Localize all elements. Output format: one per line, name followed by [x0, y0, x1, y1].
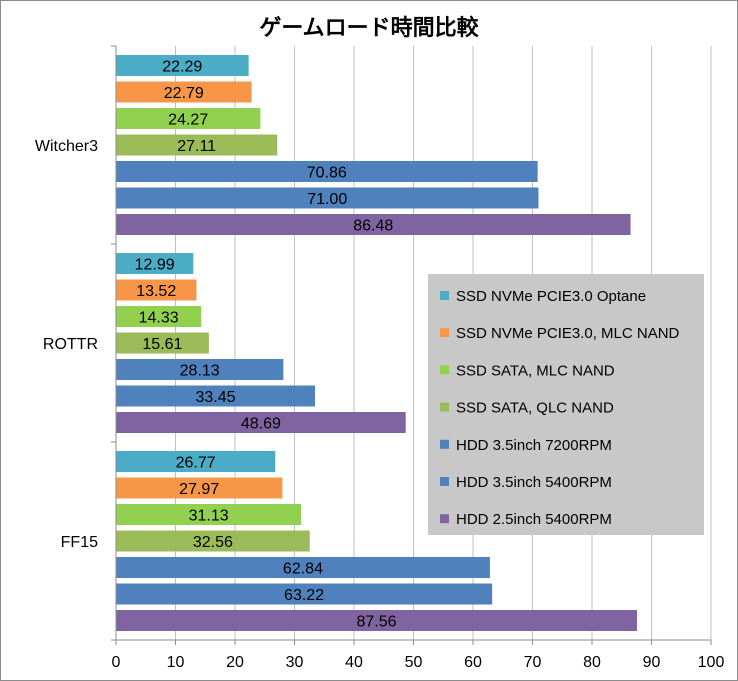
bar — [116, 55, 249, 76]
bar — [116, 385, 316, 407]
data-label: 28.13 — [180, 363, 220, 380]
data-label: 15.61 — [142, 336, 182, 353]
legend-swatch — [440, 365, 449, 375]
data-label: 71.00 — [307, 191, 347, 208]
data-label: 24.27 — [168, 112, 208, 129]
legend-entry: SSD SATA, QLC NAND — [456, 400, 614, 417]
x-tick-label: 50 — [405, 654, 423, 671]
category-label: Witcher3 — [35, 138, 98, 155]
data-label: 31.13 — [189, 508, 229, 525]
category-label: FF15 — [61, 534, 98, 551]
x-tick-label: 70 — [524, 654, 542, 671]
bar — [116, 530, 310, 552]
legend-entry: SSD SATA, MLC NAND — [456, 362, 615, 379]
legend-entry: HDD 3.5inch 5400RPM — [456, 474, 612, 491]
legend-swatch — [440, 477, 449, 486]
bar — [116, 583, 493, 605]
data-label: 87.56 — [356, 614, 396, 631]
bar — [116, 253, 194, 274]
legend-swatch — [440, 514, 449, 524]
data-label: 70.86 — [307, 165, 347, 182]
legend-swatch — [440, 291, 449, 300]
bar — [116, 359, 284, 380]
x-tick-label: 80 — [583, 654, 601, 671]
bar — [116, 187, 539, 209]
x-tick-label: 30 — [286, 654, 304, 671]
legend-swatch — [440, 439, 449, 449]
legend-entry: SSD NVMe PCIE3.0, MLC NAND — [456, 325, 680, 342]
bar — [116, 477, 283, 499]
bar — [116, 306, 202, 327]
bar — [116, 451, 276, 472]
x-tick-label: 90 — [643, 654, 661, 671]
data-label: 62.84 — [283, 561, 323, 578]
bar — [116, 557, 490, 578]
bar — [116, 214, 631, 235]
legend-swatch — [440, 402, 449, 412]
axes: 0 10 20 30 40 50 60 70 80 90 100 Witcher3 ROTTR FF15 — [35, 45, 725, 671]
x-tick-label: 100 — [698, 654, 725, 671]
data-label: 86.48 — [353, 218, 393, 235]
bar — [116, 81, 252, 103]
bar — [116, 610, 637, 631]
data-label: 32.56 — [193, 534, 233, 551]
data-label: 48.69 — [241, 416, 281, 433]
data-label: 22.29 — [162, 59, 202, 76]
bars: 22.29 22.79 24.27 27.11 70.86 71.00 86.48 12.99… — [116, 55, 637, 631]
legend-entry: HDD 3.5inch 7200RPM — [456, 437, 612, 454]
data-label: 26.77 — [176, 455, 216, 472]
legend-box — [428, 274, 704, 535]
data-label: 27.11 — [177, 138, 216, 155]
data-label: 33.45 — [195, 389, 235, 406]
bar — [116, 161, 538, 182]
bar — [116, 412, 406, 433]
data-label: 27.97 — [179, 481, 219, 498]
bar — [116, 332, 209, 354]
x-tick-label: 40 — [345, 654, 363, 671]
bar — [116, 134, 278, 156]
chart-title: ゲームロード時間比較 — [259, 15, 479, 41]
data-label: 12.99 — [135, 257, 175, 274]
x-tick-label: 0 — [112, 654, 121, 671]
legend: SSD NVMe PCIE3.0 Optane SSD NVMe PCIE3.0,… — [428, 274, 704, 535]
legend-entry: HDD 2.5inch 5400RPM — [456, 511, 612, 528]
category-label: ROTTR — [43, 336, 98, 353]
bar — [116, 279, 197, 301]
data-label: 22.79 — [164, 85, 204, 102]
data-label: 13.52 — [136, 283, 176, 300]
legend-swatch — [440, 328, 449, 338]
x-tick-label: 60 — [464, 654, 482, 671]
bar — [116, 504, 302, 525]
x-tick-label: 10 — [167, 654, 185, 671]
x-tick-label: 20 — [226, 654, 244, 671]
data-label: 63.22 — [284, 587, 324, 604]
bar — [116, 108, 261, 129]
data-label: 14.33 — [139, 310, 179, 327]
legend-entry: SSD NVMe PCIE3.0 Optane — [456, 288, 646, 305]
